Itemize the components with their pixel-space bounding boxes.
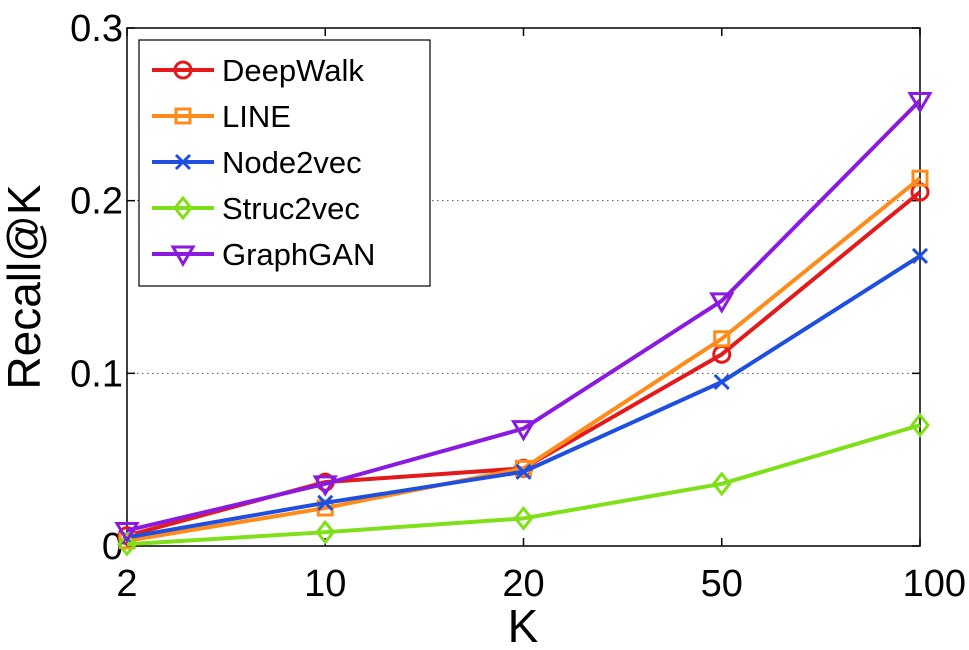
legend-marker-node2vec <box>174 153 192 171</box>
series-line-node2vec <box>126 254 922 540</box>
series-struc2vec <box>117 412 930 557</box>
data-point-struc2vec <box>513 505 534 531</box>
series-graphgan <box>114 92 933 544</box>
legend-item-deepwalk: DeepWalk <box>152 53 364 88</box>
data-point-graphgan <box>709 292 735 314</box>
x-tick-label: 2 <box>116 563 137 605</box>
x-tick-label: 10 <box>304 563 346 605</box>
x-axis-label: K <box>508 600 539 650</box>
series-line-graphgan <box>126 99 922 533</box>
data-point-node2vec <box>713 373 730 391</box>
legend-marker-struc2vec <box>173 195 193 221</box>
legend-marker-deepwalk <box>173 60 193 80</box>
series-line-line <box>126 176 922 543</box>
data-point-node2vec <box>911 247 929 264</box>
data-point-graphgan <box>114 521 140 544</box>
legend-label-struc2vec: Struc2vec <box>222 191 360 226</box>
y-tick-label: 0.3 <box>70 8 123 50</box>
data-point-struc2vec <box>711 471 732 497</box>
y-tick-label: 0.2 <box>70 181 123 223</box>
data-point-struc2vec <box>910 412 930 438</box>
legend-item-line: LINE <box>152 99 291 134</box>
legend-label-graphgan: GraphGAN <box>222 237 375 272</box>
legend-marker-graphgan <box>170 245 196 267</box>
legend-label-deepwalk: DeepWalk <box>222 53 364 88</box>
legend-marker-line <box>174 107 192 125</box>
data-point-graphgan <box>312 475 338 497</box>
legend-label-line: LINE <box>222 99 291 134</box>
data-point-node2vec <box>317 494 334 511</box>
y-axis-label: Recall@K <box>0 184 50 390</box>
legend-label-node2vec: Node2vec <box>222 145 362 180</box>
data-point-line <box>713 330 731 348</box>
legend-item-struc2vec: Struc2vec <box>152 191 360 226</box>
legend-item-graphgan: GraphGAN <box>152 237 375 272</box>
data-point-node2vec <box>515 463 532 480</box>
series-node2vec <box>118 247 929 546</box>
x-tick-label: 20 <box>502 563 544 605</box>
y-tick-label: 0.1 <box>70 353 123 395</box>
x-tick-label: 50 <box>701 563 743 605</box>
grid-lines <box>127 200 920 374</box>
data-series <box>114 92 933 557</box>
data-point-line <box>911 169 929 187</box>
axis-ticks: 00.10.20.32 10 20 50 100 <box>70 8 966 605</box>
data-point-graphgan <box>907 92 933 114</box>
data-point-struc2vec <box>117 531 137 557</box>
series-line-struc2vec <box>126 423 921 547</box>
legend: DeepWalk LINE Node2vec Struc2vec GraphGAN <box>138 39 431 287</box>
data-point-struc2vec <box>315 519 336 545</box>
x-tick-label: 100 <box>903 563 966 605</box>
legend-item-node2vec: Node2vec <box>152 145 362 180</box>
data-point-graphgan <box>510 420 537 442</box>
